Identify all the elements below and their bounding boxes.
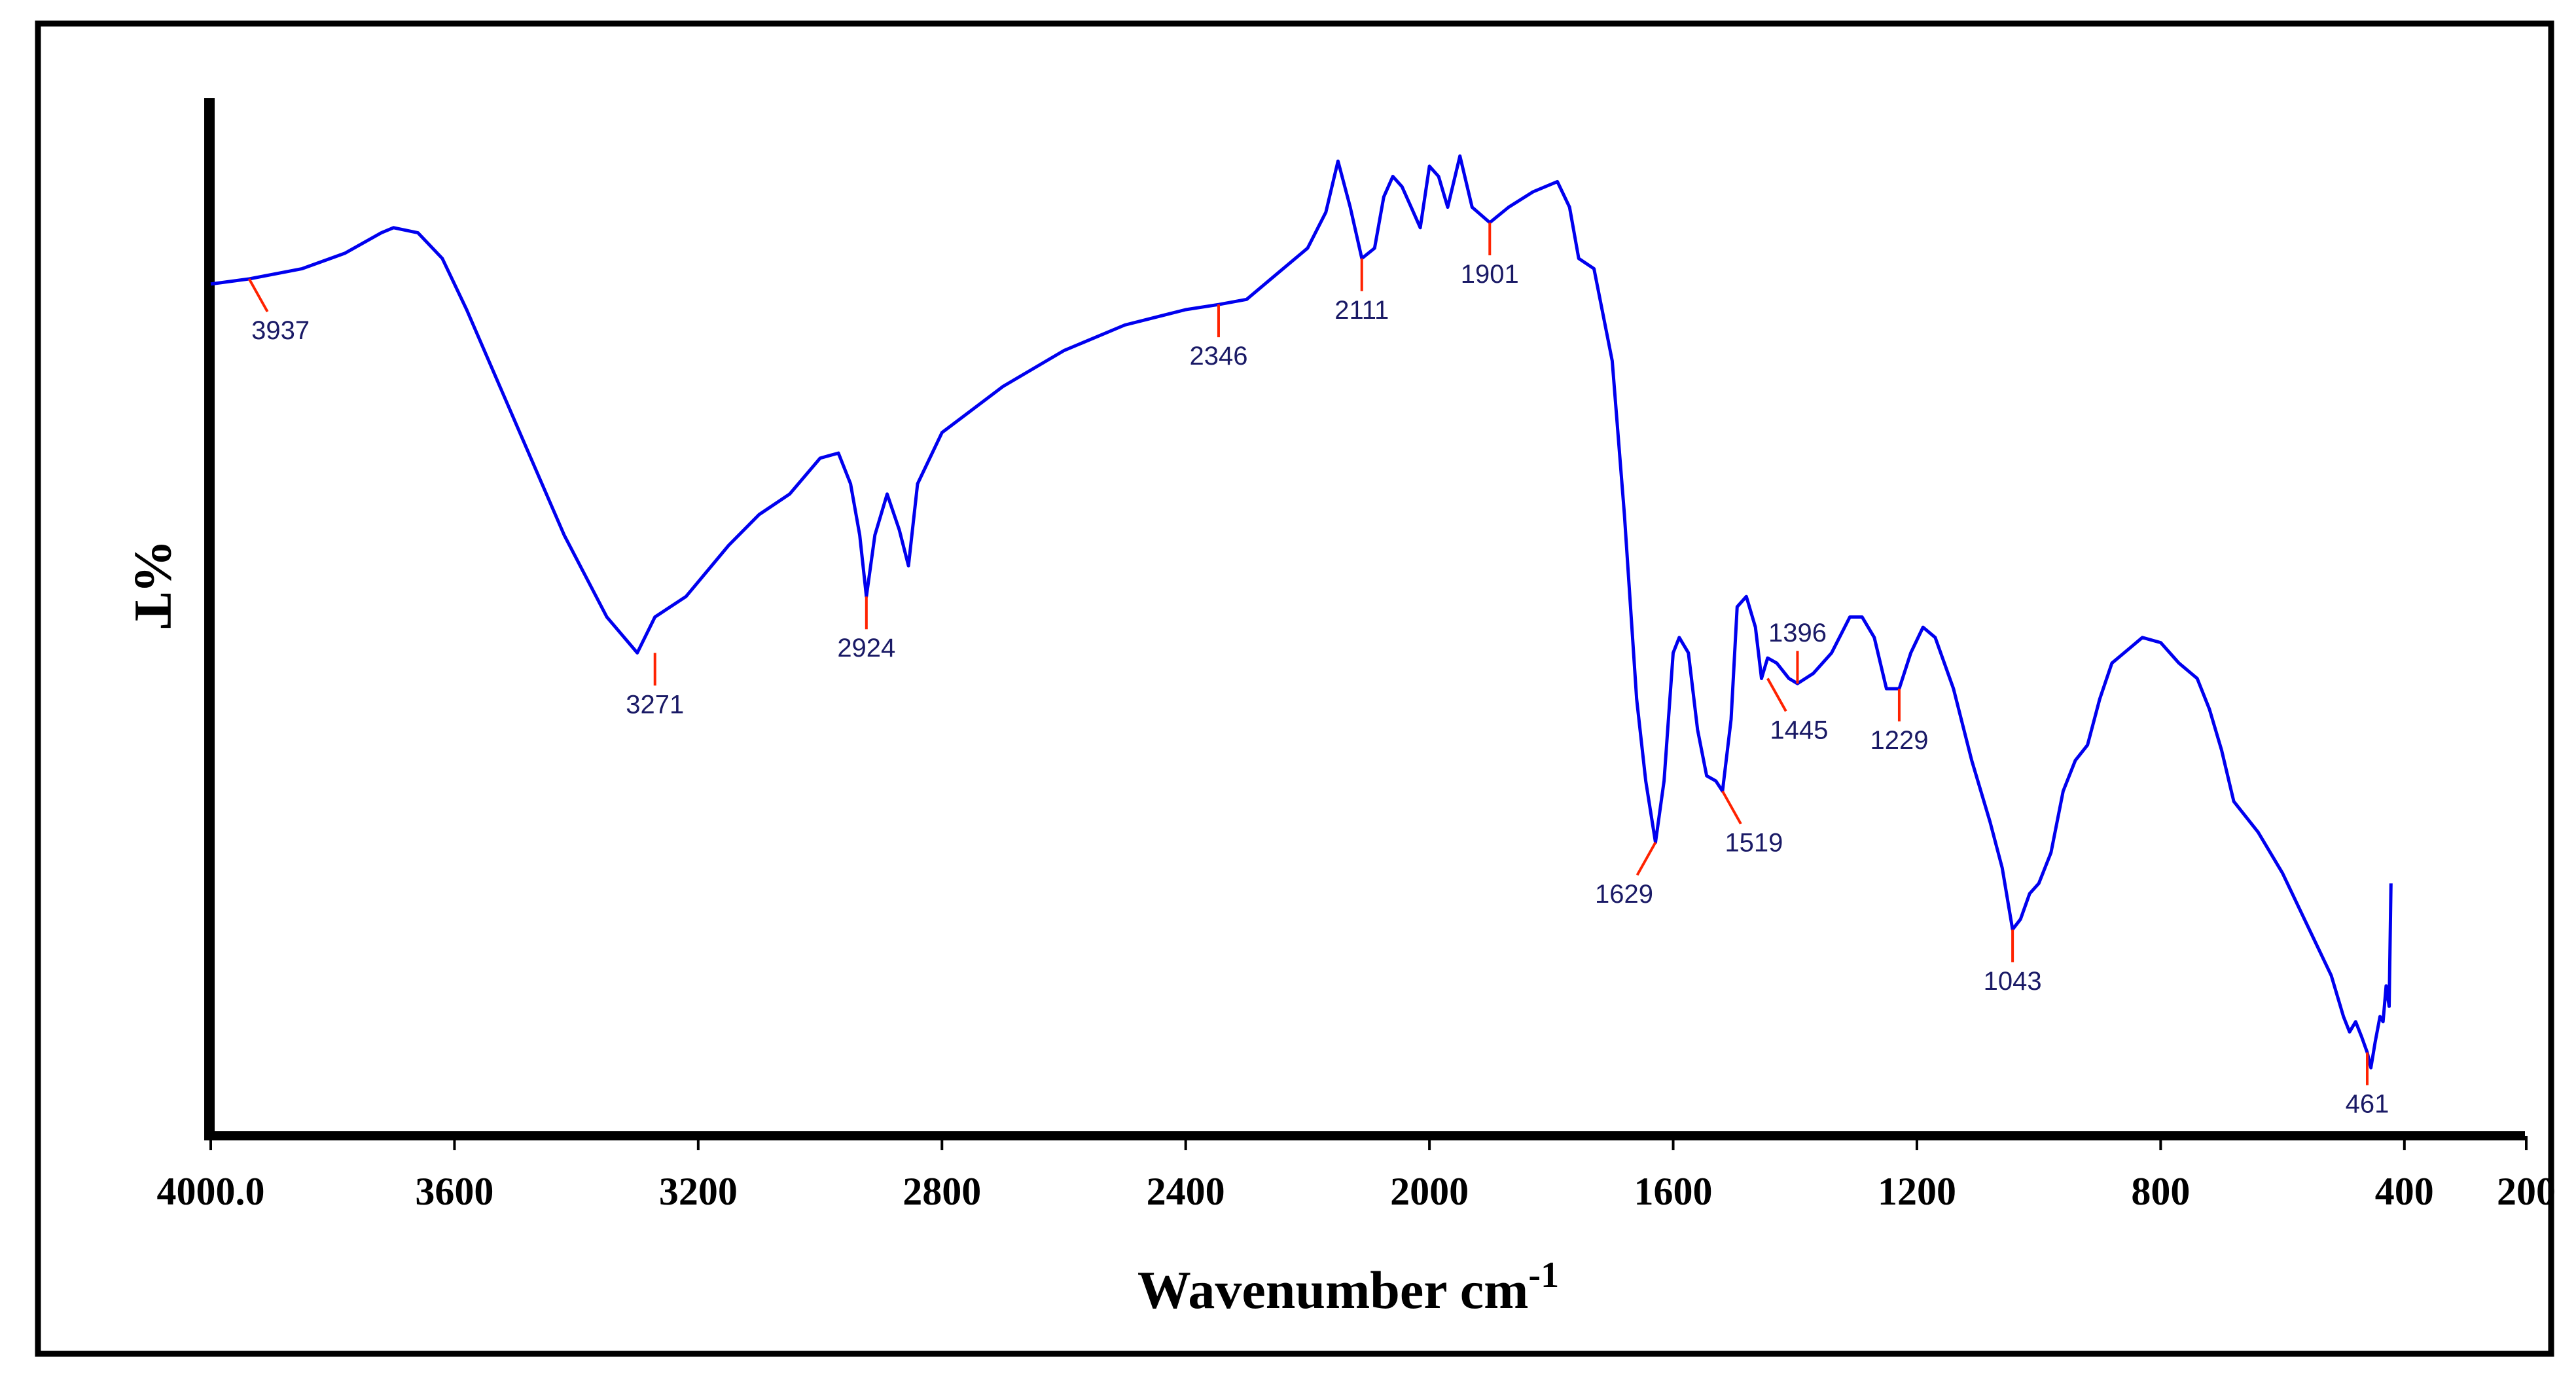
peak-label-1445: 1445 <box>1770 716 1828 744</box>
peak-marker-1629 <box>1636 841 1657 876</box>
x-tick-label-200: 200 <box>2497 1170 2556 1213</box>
x-tick-label-2000: 2000 <box>1390 1170 1469 1213</box>
x-tick-label-400: 400 <box>2375 1170 2434 1213</box>
peak-label-2346: 2346 <box>1189 342 1247 371</box>
peak-label-1629: 1629 <box>1595 880 1653 909</box>
peak-label-3271: 3271 <box>626 690 684 719</box>
peak-label-461: 461 <box>2346 1090 2389 1119</box>
peak-annotations: 3937 3271 2924 2346 2111 1901 1629 1519 1445 1396… <box>247 222 2389 1119</box>
spectrum-line <box>210 154 2393 1070</box>
x-axis-title-superscript: -1 <box>1528 1255 1559 1296</box>
peak-label-2924: 2924 <box>837 634 895 663</box>
x-tick-label-3600: 3600 <box>415 1170 493 1213</box>
x-tick-label-2800: 2800 <box>903 1170 981 1213</box>
y-axis-title: %T <box>124 539 183 629</box>
x-axis-ticks <box>209 1136 2528 1150</box>
x-tick-label-1200: 1200 <box>1878 1170 1956 1213</box>
x-axis-title-text: Wavenumber cm <box>1137 1260 1529 1320</box>
peak-label-1229: 1229 <box>1870 726 1928 755</box>
peak-marker-1445 <box>1766 678 1787 712</box>
figure-frame <box>35 20 2554 1357</box>
peak-label-3937: 3937 <box>251 316 310 345</box>
peak-label-1043: 1043 <box>1984 967 2042 996</box>
x-tick-label-4000: 4000.0 <box>157 1170 265 1213</box>
peak-label-1396: 1396 <box>1768 619 1827 647</box>
x-axis-tick-labels: 4000.0 3600 3200 2800 2400 2000 1600 1200 800 400… <box>157 1170 2556 1213</box>
x-tick-label-1600: 1600 <box>1634 1170 1713 1213</box>
peak-label-2111: 2111 <box>1334 296 1389 325</box>
x-axis-title: Wavenumber cm-1 <box>1137 1255 1559 1320</box>
peak-marker-3937 <box>247 278 269 313</box>
peak-label-1519: 1519 <box>1725 829 1783 858</box>
peak-marker-1519 <box>1721 790 1742 825</box>
x-tick-label-2400: 2400 <box>1147 1170 1225 1213</box>
x-tick-label-800: 800 <box>2131 1170 2190 1213</box>
x-tick-label-3200: 3200 <box>659 1170 738 1213</box>
peak-label-1901: 1901 <box>1461 260 1519 289</box>
